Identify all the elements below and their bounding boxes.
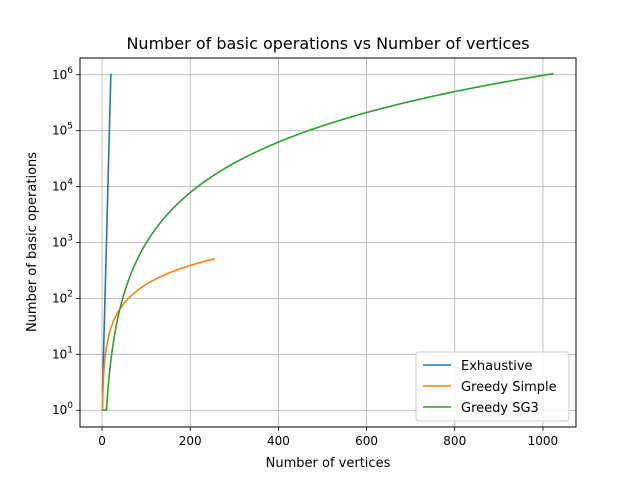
series-layer [101,72,554,412]
y-axis: 100 101 102 103 104 105 106 [52,66,80,417]
x-tick-label: 200 [179,434,202,448]
series-line-greedy-sg3 [102,72,554,412]
x-tick-label: 0 [98,434,106,448]
series-line-exhaustive [101,73,112,394]
grid [80,58,576,427]
y-tick-label: 101 [52,345,73,361]
y-axis-label: Number of basic operations [25,152,40,332]
y-tick-label: 105 [52,122,73,138]
x-tick-label: 400 [267,434,290,448]
legend-box [415,351,570,422]
legend-label: Greedy SG3 [461,401,539,416]
chart-title: Number of basic operations vs Number of … [126,34,529,53]
x-axis-label: Number of vertices [266,456,391,471]
y-tick-label: 106 [52,66,73,82]
legend: Exhaustive Greedy Simple Greedy SG3 [415,351,570,422]
y-tick-label: 104 [52,178,73,194]
y-tick-label: 102 [52,289,73,305]
legend-label: Exhaustive [461,359,533,374]
series-line-greedy-simple [101,257,216,411]
x-tick-label: 600 [355,434,378,448]
x-tick-label: 1000 [528,434,559,448]
x-tick-label: 800 [443,434,466,448]
y-tick-label: 103 [52,234,73,250]
x-axis: 0 200 400 600 800 1000 [98,427,558,448]
y-tick-label: 100 [52,401,73,417]
legend-label: Greedy Simple [461,380,557,395]
